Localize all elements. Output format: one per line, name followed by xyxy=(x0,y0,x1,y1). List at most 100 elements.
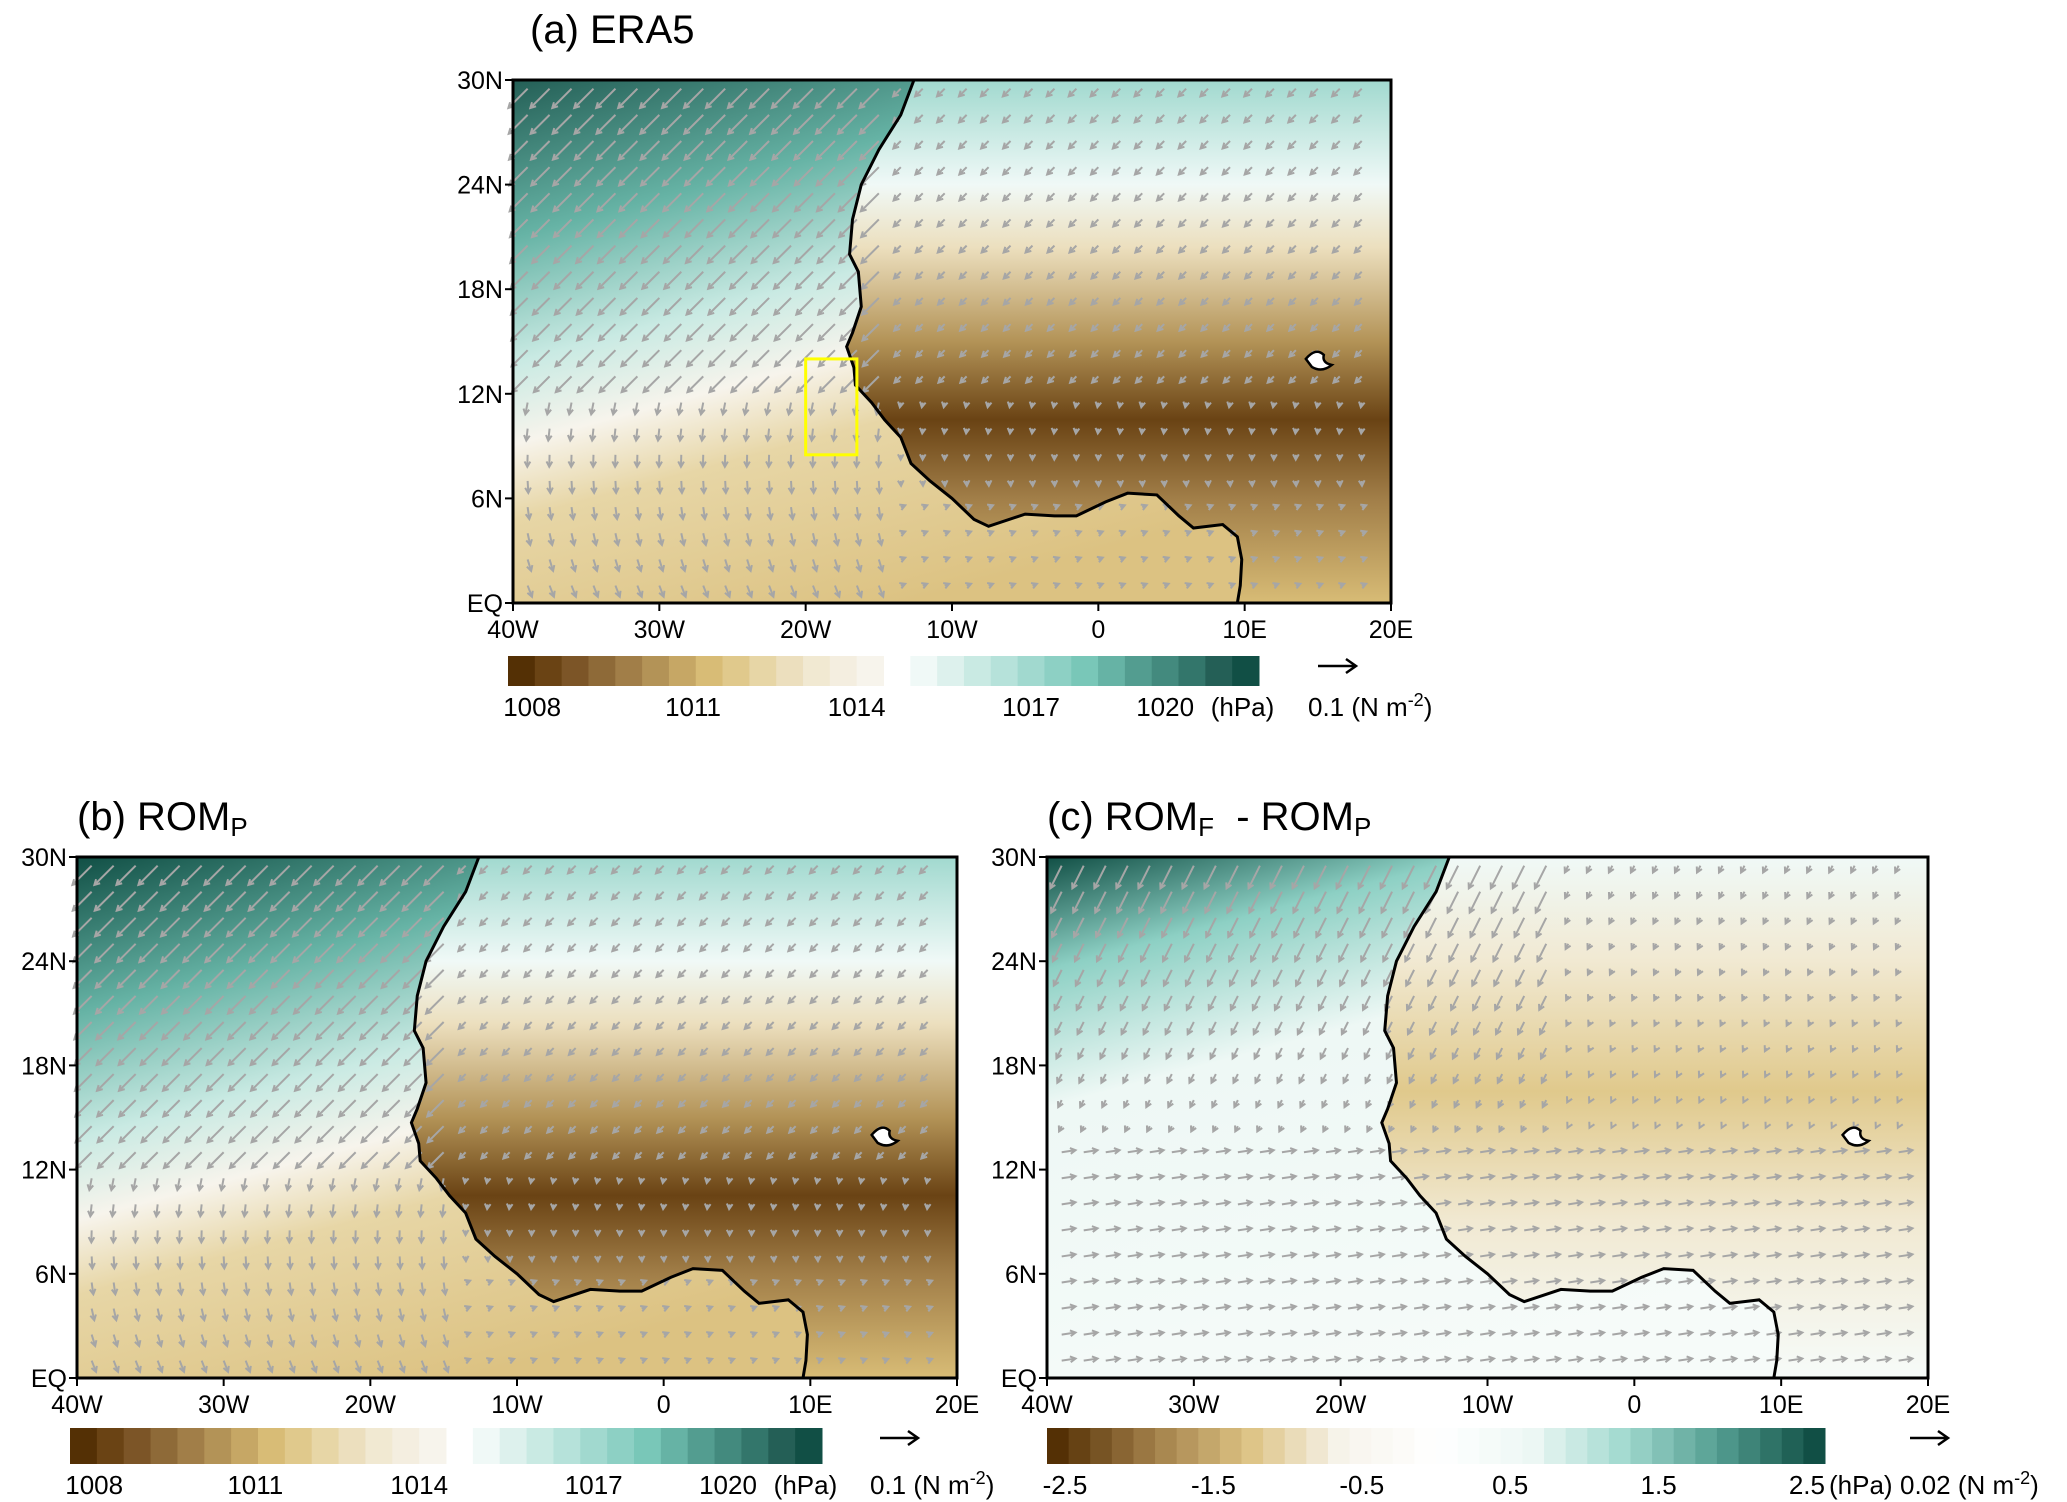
vector-arrow xyxy=(1272,529,1281,537)
vector-arrow xyxy=(544,402,552,417)
vector-arrow xyxy=(1316,503,1325,511)
panel-b-title: (b) ROMP xyxy=(77,795,248,843)
lon-tick-label: 20E xyxy=(1906,1391,1950,1419)
vector-arrow xyxy=(965,582,974,590)
vector-arrow xyxy=(725,1176,734,1186)
vector-arrow xyxy=(1177,271,1187,281)
vector-arrow xyxy=(441,1308,449,1323)
vector-arrow xyxy=(854,533,863,548)
vector-arrow xyxy=(228,1125,247,1144)
vector-arrow xyxy=(1309,192,1319,202)
vector-arrow xyxy=(676,428,685,443)
vector-arrow xyxy=(654,891,665,901)
vector-arrow xyxy=(1072,453,1081,462)
vector-arrow xyxy=(980,218,990,229)
vector-arrow xyxy=(698,969,709,979)
vector-arrow xyxy=(227,1073,247,1093)
vector-arrow xyxy=(914,349,924,359)
vector-arrow xyxy=(291,891,313,913)
vector-arrow xyxy=(897,453,905,462)
vector-arrow xyxy=(1220,88,1231,98)
vector-arrow xyxy=(200,1334,208,1349)
vector-arrow xyxy=(571,1203,580,1212)
vector-arrow xyxy=(1272,969,1283,988)
vector-arrow xyxy=(882,1357,891,1365)
vector-arrow xyxy=(568,506,577,522)
vector-arrow xyxy=(1413,1355,1430,1363)
vector-arrow xyxy=(751,323,770,342)
vector-arrow xyxy=(94,995,115,1016)
vector-arrow xyxy=(1895,994,1903,1002)
vector-arrow xyxy=(1127,1225,1144,1233)
colorbar-swatch xyxy=(553,1428,581,1464)
vector-arrow xyxy=(661,140,682,162)
vector-arrow xyxy=(808,917,819,927)
vector-arrow xyxy=(337,1099,357,1119)
vector-arrow xyxy=(597,349,617,368)
vector-arrow xyxy=(1807,994,1814,1002)
vector-arrow xyxy=(1564,917,1571,926)
vector-arrow xyxy=(640,1278,649,1286)
vector-arrow xyxy=(1874,1121,1882,1130)
vector-arrow xyxy=(726,114,748,136)
vector-arrow xyxy=(1719,994,1726,1002)
vector-arrow xyxy=(700,506,708,522)
vector-arrow xyxy=(749,218,770,239)
vector-arrow xyxy=(546,480,554,496)
coastline xyxy=(1380,856,1780,1379)
vector-arrow xyxy=(203,891,225,913)
vector-arrow xyxy=(661,166,682,187)
lon-tick-label: 10W xyxy=(926,616,978,644)
vector-arrow xyxy=(1100,1073,1107,1085)
vector-arrow xyxy=(1083,1329,1100,1337)
vector-arrow xyxy=(545,428,553,443)
vector-arrow xyxy=(772,1357,781,1365)
vector-arrow xyxy=(175,1230,184,1245)
vector-arrow xyxy=(130,1178,138,1193)
vector-arrow xyxy=(808,428,816,443)
lon-tick-label: 20W xyxy=(780,616,832,644)
vector-arrow xyxy=(439,1230,448,1245)
vector-arrow xyxy=(249,1047,269,1067)
vector-arrow xyxy=(809,1151,819,1161)
colorbar-label: 1020 xyxy=(1136,692,1194,722)
vector-arrow xyxy=(397,1308,405,1323)
vector-arrow xyxy=(658,585,666,599)
vector-arrow xyxy=(1872,891,1879,900)
vector-arrow xyxy=(1177,114,1187,124)
colorbar-label: 0.5 xyxy=(1492,1470,1528,1500)
vector-arrow xyxy=(1851,968,1858,977)
vector-arrow xyxy=(1405,969,1415,988)
vector-arrow xyxy=(742,969,753,979)
vector-arrow xyxy=(637,1203,646,1212)
vector-arrow xyxy=(1105,1355,1122,1363)
vector-arrow xyxy=(860,297,880,317)
vector-arrow xyxy=(1876,1173,1893,1181)
vector-arrow xyxy=(1413,1225,1430,1233)
lon-tick-label: 30W xyxy=(634,616,686,644)
vector-arrow xyxy=(1590,1329,1607,1337)
vector-arrow xyxy=(159,891,181,913)
vector-arrow xyxy=(1183,943,1195,964)
vector-arrow xyxy=(1190,1125,1197,1134)
vector-arrow xyxy=(1156,375,1165,385)
vector-arrow xyxy=(1428,1021,1438,1037)
vector-arrow xyxy=(291,943,313,964)
vector-arrow xyxy=(1237,1225,1254,1233)
vector-arrow xyxy=(1046,323,1056,333)
vector-arrow xyxy=(633,454,641,469)
vector-arrow xyxy=(1292,479,1300,488)
vector-arrow xyxy=(1053,995,1063,1012)
vector-arrow xyxy=(337,1047,357,1067)
vector-arrow xyxy=(1127,1251,1144,1259)
vector-arrow xyxy=(1524,1147,1541,1155)
vector-arrow xyxy=(853,1073,863,1083)
vector-arrow xyxy=(569,533,577,548)
vector-arrow xyxy=(379,943,401,964)
vector-arrow xyxy=(1237,1199,1254,1207)
vector-arrow xyxy=(250,1125,269,1144)
vector-arrow xyxy=(706,297,726,317)
vector-arrow xyxy=(721,1151,731,1161)
vector-arrow xyxy=(401,917,423,938)
vector-arrow xyxy=(1347,1329,1364,1337)
